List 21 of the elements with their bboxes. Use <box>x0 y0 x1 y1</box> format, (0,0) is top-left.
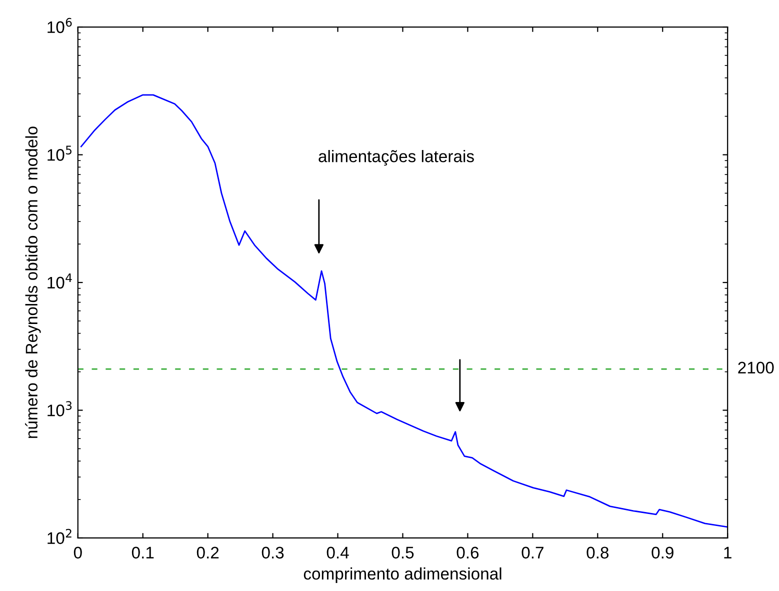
x-tick-label: 1 <box>724 546 732 558</box>
x-tick-label: 0.2 <box>196 546 219 559</box>
y-tick-label: 10$^{5}$ <box>48 146 72 161</box>
x-tick-label: 0.3 <box>262 546 284 559</box>
x-tick-label: 0.7 <box>522 546 544 559</box>
y-tick-label: 10$^{3}$ <box>48 401 72 416</box>
y-tick-label: 10$^{6}$ <box>48 18 72 34</box>
x-tick-label: 0.6 <box>456 546 479 559</box>
ref-line-label: 2100 <box>738 362 774 374</box>
x-tick-label: 0.9 <box>652 546 674 559</box>
x-axis-title: comprimento adimensional <box>304 567 502 583</box>
x-tick-label: 0.1 <box>132 546 154 559</box>
y-axis-title: número de Reynolds obtido com o modelo <box>25 126 41 438</box>
annotation: alimentações laterais <box>318 150 474 166</box>
y-tick-label: 10$^{2}$ <box>48 528 72 544</box>
x-tick-label: 0.8 <box>586 546 609 559</box>
y-tick-label: 10$^{4}$ <box>48 274 72 289</box>
x-tick-label: 0 <box>74 546 82 559</box>
line-series <box>80 94 728 528</box>
x-tick-label: 0.5 <box>392 546 414 559</box>
x-tick-label: 0.4 <box>326 546 349 559</box>
